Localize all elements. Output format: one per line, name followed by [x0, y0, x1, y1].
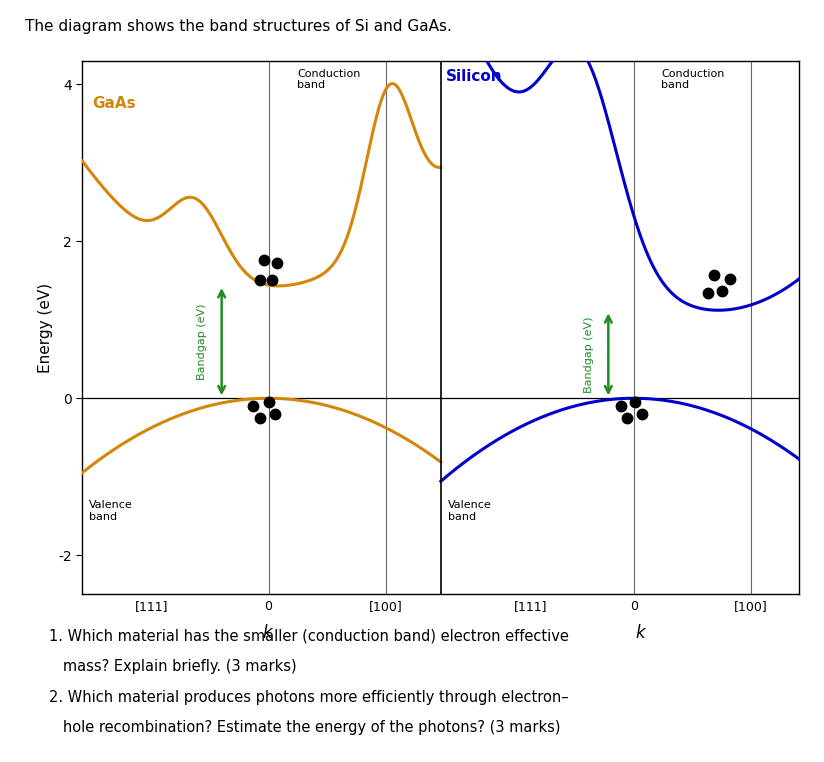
Text: Bandgap (eV): Bandgap (eV) [584, 316, 594, 392]
Text: 2. Which material produces photons more efficiently through electron–: 2. Which material produces photons more … [49, 690, 569, 705]
Text: Conduction
band: Conduction band [297, 69, 361, 91]
Text: Valence
band: Valence band [89, 500, 133, 522]
Text: hole recombination? Estimate the energy of the photons? (3 marks): hole recombination? Estimate the energy … [49, 720, 561, 735]
Text: $k$: $k$ [262, 624, 274, 642]
Text: 1. Which material has the smaller (conduction band) electron effective: 1. Which material has the smaller (condu… [49, 629, 569, 644]
Text: Conduction
band: Conduction band [662, 69, 725, 91]
Y-axis label: Energy (eV): Energy (eV) [38, 283, 53, 373]
Text: The diagram shows the band structures of Si and GaAs.: The diagram shows the band structures of… [25, 19, 452, 34]
Text: mass? Explain briefly. (3 marks): mass? Explain briefly. (3 marks) [49, 659, 297, 674]
Text: Silicon: Silicon [447, 69, 503, 84]
Text: GaAs: GaAs [93, 96, 136, 111]
Text: $k$: $k$ [634, 624, 647, 642]
Text: Bandgap (eV): Bandgap (eV) [197, 303, 208, 380]
Text: Valence
band: Valence band [447, 500, 491, 522]
